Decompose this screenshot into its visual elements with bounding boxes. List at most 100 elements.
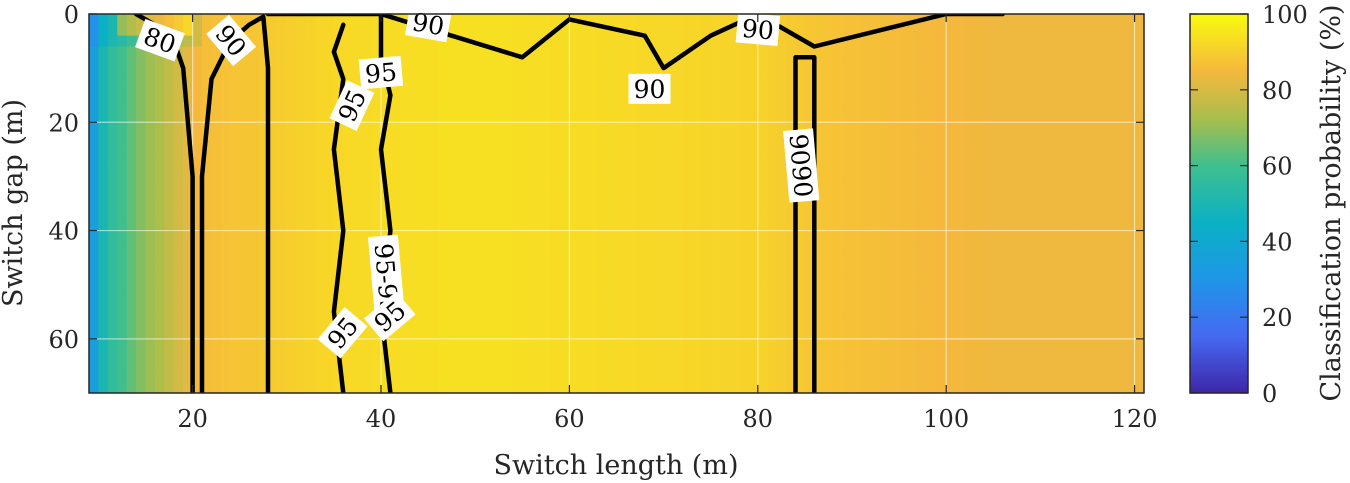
heatmap-cell <box>965 208 976 221</box>
heatmap-cell <box>249 382 260 393</box>
heatmap-cell <box>173 295 184 307</box>
heatmap-cell <box>710 89 721 102</box>
heatmap-cell <box>418 198 429 210</box>
heatmap-cell <box>249 284 260 297</box>
heatmap-cell <box>267 382 278 393</box>
heatmap-cell <box>286 371 297 383</box>
heatmap-cell <box>1106 165 1117 178</box>
heatmap-cell <box>145 89 156 102</box>
heatmap-cell <box>258 263 269 275</box>
heatmap-cell <box>475 133 486 145</box>
heatmap-cell <box>305 360 316 372</box>
heatmap-cell <box>1087 295 1098 307</box>
heatmap-cell <box>946 122 957 134</box>
heatmap-cell <box>173 198 184 210</box>
heatmap-cell <box>767 89 778 102</box>
heatmap-cell <box>267 349 278 362</box>
heatmap-cell <box>569 349 580 362</box>
heatmap-cell <box>324 78 335 91</box>
heatmap-cell <box>559 89 570 102</box>
heatmap-cell <box>446 35 457 48</box>
heatmap-cell <box>767 187 778 199</box>
heatmap-cell <box>1040 328 1051 340</box>
heatmap-cell <box>98 57 109 69</box>
heatmap-cell <box>522 317 533 329</box>
heatmap-cell <box>286 100 297 113</box>
heatmap-cell <box>390 176 401 188</box>
heatmap-cell <box>484 382 495 393</box>
heatmap-cell <box>1012 78 1023 91</box>
heatmap-cell <box>899 165 910 178</box>
heatmap-cell <box>776 382 787 393</box>
heatmap-cell <box>362 176 373 188</box>
heatmap-cell <box>559 122 570 134</box>
heatmap-cell <box>258 360 269 372</box>
heatmap-cell <box>531 349 542 362</box>
heatmap-cell <box>1049 273 1060 286</box>
heatmap-cell <box>1002 306 1013 318</box>
heatmap-cell <box>258 133 269 145</box>
heatmap-cell <box>691 122 702 134</box>
heatmap-cell <box>494 57 505 69</box>
heatmap-cell <box>136 122 147 134</box>
heatmap-cell <box>352 219 363 232</box>
heatmap-cell <box>390 133 401 145</box>
heatmap-cell <box>531 360 542 372</box>
heatmap-cell <box>842 241 853 253</box>
heatmap-cell <box>296 208 307 221</box>
heatmap-cell <box>861 24 872 37</box>
heatmap-cell <box>710 78 721 91</box>
heatmap-cell <box>597 143 608 156</box>
heatmap-cell <box>541 165 552 178</box>
heatmap-cell <box>851 198 863 210</box>
heatmap-cell <box>465 78 476 91</box>
heatmap-cell <box>927 57 938 69</box>
heatmap-cell <box>729 349 740 362</box>
heatmap-cell <box>484 46 495 58</box>
heatmap-cell <box>381 89 392 102</box>
heatmap-cell <box>861 317 872 329</box>
heatmap-cell <box>625 111 636 123</box>
heatmap-cell <box>1106 295 1117 307</box>
heatmap-cell <box>315 68 326 80</box>
heatmap-cell <box>296 187 307 199</box>
heatmap-cell <box>512 382 523 393</box>
heatmap-cell <box>1021 46 1032 58</box>
heatmap-cell <box>569 317 580 329</box>
heatmap-cell <box>494 382 505 393</box>
heatmap-cell <box>154 143 165 156</box>
heatmap-cell <box>522 78 533 91</box>
heatmap-cell <box>578 306 589 318</box>
heatmap-cell <box>512 252 523 264</box>
heatmap-cell <box>277 154 288 167</box>
heatmap-cell <box>880 219 891 232</box>
heatmap-cell <box>786 252 797 264</box>
heatmap-cell <box>399 273 410 286</box>
heatmap-cell <box>484 219 495 232</box>
heatmap-cell <box>597 57 608 69</box>
heatmap-cell <box>814 219 825 232</box>
heatmap-cell <box>541 24 552 37</box>
heatmap-cell <box>164 122 175 134</box>
heatmap-cell <box>1096 382 1107 393</box>
heatmap-cell <box>277 78 288 91</box>
heatmap-cell <box>861 176 872 188</box>
heatmap-cell <box>625 100 636 113</box>
heatmap-cell <box>503 219 514 232</box>
heatmap-cell <box>870 241 881 253</box>
heatmap-cell <box>578 100 589 113</box>
heatmap-cell <box>324 14 335 26</box>
heatmap-cell <box>315 338 326 351</box>
heatmap-cell <box>484 317 495 329</box>
heatmap-cell <box>795 230 806 242</box>
heatmap-cell <box>173 133 184 145</box>
heatmap-cell <box>917 241 928 253</box>
heatmap-cell <box>682 111 693 123</box>
heatmap-cell <box>1002 122 1013 134</box>
heatmap-cell <box>720 68 731 80</box>
heatmap-cell <box>503 360 514 372</box>
heatmap-cell <box>795 57 806 69</box>
heatmap-cell <box>126 219 137 232</box>
heatmap-cell <box>484 57 495 69</box>
heatmap-cell <box>503 35 514 48</box>
